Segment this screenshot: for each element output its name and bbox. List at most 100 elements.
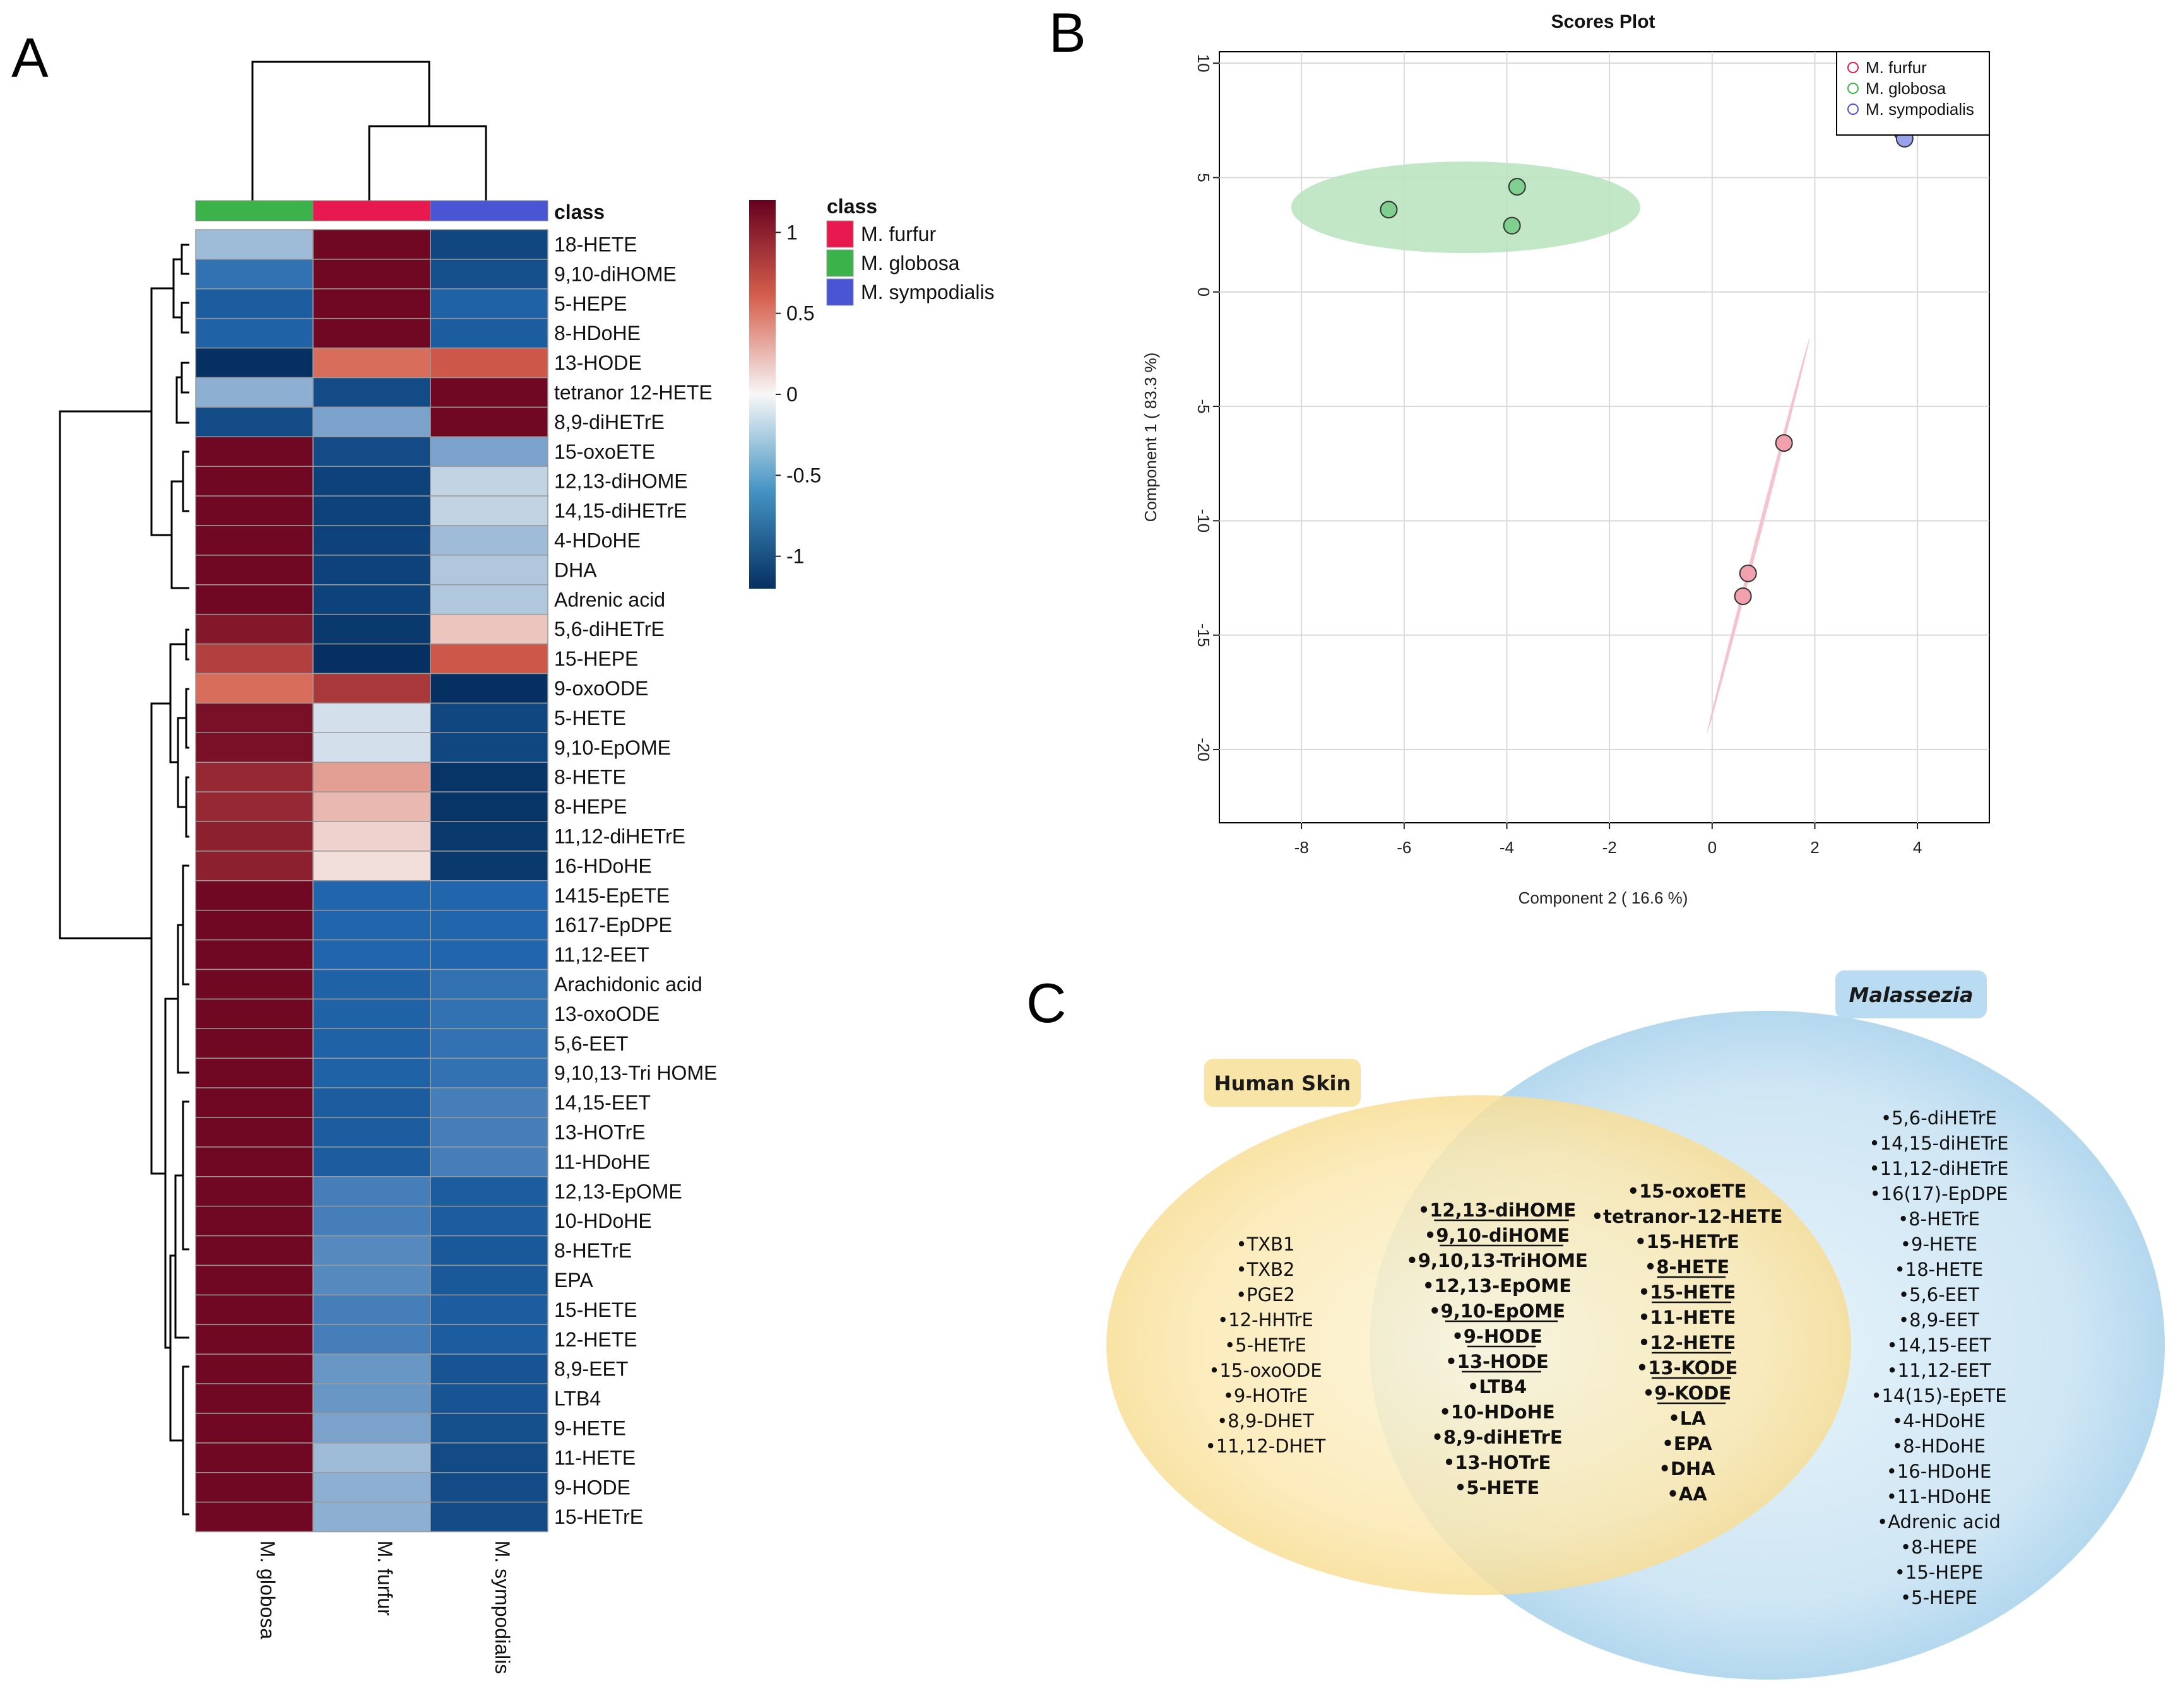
heatmap-cell [195,998,314,1030]
row-label-11-12-eet: 11,12-EET [554,943,649,966]
plot-area [1219,51,1990,823]
y-tick-label: -5 [1194,399,1213,413]
heatmap-cell [430,909,548,941]
venn-item: •5,6-EET [1898,1284,1979,1305]
venn-item: •13-HOTrE [1443,1452,1551,1473]
legend-marker-m-sympodialis [1847,103,1859,115]
row-label-8-hete: 8-HETE [554,766,626,789]
heatmap-cell [312,762,431,792]
row-label-16-hdohe: 16-HDoHE [554,854,652,877]
heatmap-cell [430,851,548,881]
heatmap-cell [195,1176,314,1207]
row-label-13-hotre: 13-HOTrE [554,1121,646,1143]
venn-item: •13-KODE [1637,1357,1738,1379]
heatmap-cell [312,998,431,1030]
heatmap-cell [195,584,314,615]
heatmap-cell [312,317,431,349]
class-legend-title: class [827,195,877,218]
x-axis-title: Component 2 ( 16.6 %) [1519,888,1688,907]
venn-item: •9,10-EpOME [1429,1300,1565,1322]
venn-item: •4-HDoHE [1892,1410,1986,1432]
heatmap-cell [430,939,548,970]
venn-item: •11,12-diHETrE [1869,1158,2009,1179]
heatmap-cell [312,969,431,1000]
heatmap-cell [312,851,431,881]
human-skin-circle [1106,1095,1851,1595]
heatmap-cell [195,1028,314,1059]
point-m-furfur [1734,587,1752,606]
y-tick-label: -20 [1194,738,1213,762]
heatmap-cell [195,495,314,526]
heatmap-cell [430,998,548,1030]
y-tick-label: -10 [1194,509,1213,533]
venn-item: •11-HETE [1638,1307,1736,1328]
heatmap-cell [312,1442,431,1473]
venn-diagram: Malassezia Human Skin •TXB1 •TXB2 •PGE2 •12… [1106,970,2165,1680]
heatmap-cell [195,1353,314,1384]
row-label-14-15-eet: 14,15-EET [554,1092,651,1114]
y-tick-label: 0 [1194,288,1213,297]
heatmap-cell [195,288,314,319]
row-label-15-hepe: 15-HEPE [554,647,638,670]
venn-item: •5-HETE [1455,1477,1539,1499]
heatmap-cell [312,525,431,556]
row-label-epa: EPA [554,1269,593,1292]
heatmap-cell [312,229,431,260]
heatmap-cell [312,1028,431,1059]
heatmap-cell [312,1087,431,1118]
heatmap-cell [312,702,431,734]
row-label-8-hdohe: 8-HDoHE [554,322,641,345]
heatmap-cell [430,377,548,408]
heatmap-cell [430,613,548,645]
row-dendrogram [59,244,189,1516]
venn-item: •EPA [1662,1433,1712,1454]
heatmap-cell [312,939,431,970]
x-tick-label: -6 [1397,838,1411,857]
heatmap-cell [312,436,431,467]
venn-item: •8,9-EET [1898,1309,1979,1331]
venn-item: •9,10-diHOME [1424,1225,1570,1246]
colorbar-gradient [749,200,776,589]
heatmap-cell [430,555,548,586]
heatmap-cell [430,466,548,497]
venn-item: •AA [1667,1483,1707,1505]
heatmap-cell [430,1324,548,1355]
class-annotation-bar [195,200,548,221]
class-legend-swatch-m-sympodialis [826,278,854,306]
row-label-8-9-dihetre: 8,9-diHETrE [554,411,665,433]
venn-item: •LTB4 [1467,1376,1527,1398]
heatmap-cell [195,880,314,911]
heatmap-cell [312,1383,431,1414]
scores-plot-title: Scores Plot [1551,11,1655,32]
point-m-furfur [1775,434,1793,452]
heatmap-cell [430,406,548,438]
venn-item: •13-HODE [1445,1351,1549,1372]
heatmap-cell [312,1413,431,1444]
colorbar: 1 0.5 0 -0.5 -1 [749,200,821,589]
heatmap-cell [195,1146,314,1177]
panel-label-b: B [1049,1,1086,64]
heatmap-cell [195,1087,314,1118]
heatmap-cell [312,495,431,526]
heatmap-cell [195,1472,314,1503]
row-label-9-10-dihome: 9,10-diHOME [554,262,677,285]
row-label-14-15-dihetre: 14,15-diHETrE [554,500,687,522]
row-label-1415-epete: 1415-EpETE [554,884,670,907]
venn-item: •15-HEPE [1895,1562,1983,1583]
heatmap-cell [430,1235,548,1266]
heatmap-cell [195,643,314,674]
colorbar-tick-label: -0.5 [786,464,821,486]
heatmap-cell [430,1176,548,1207]
row-label-4-hdohe: 4-HDoHE [554,529,641,551]
venn-item: •16-HDoHE [1886,1461,1991,1482]
heatmap-cell [195,613,314,645]
venn-item: •12,13-EpOME [1423,1275,1572,1297]
point-m-furfur [1739,564,1757,582]
x-tick-label: 0 [1708,838,1717,857]
heatmap-cell [430,702,548,734]
y-tick-label: -15 [1194,623,1213,647]
heatmap-cell [430,1294,548,1326]
malassezia-label: Malassezia [1849,983,1974,1007]
heatmap-cell [195,525,314,556]
